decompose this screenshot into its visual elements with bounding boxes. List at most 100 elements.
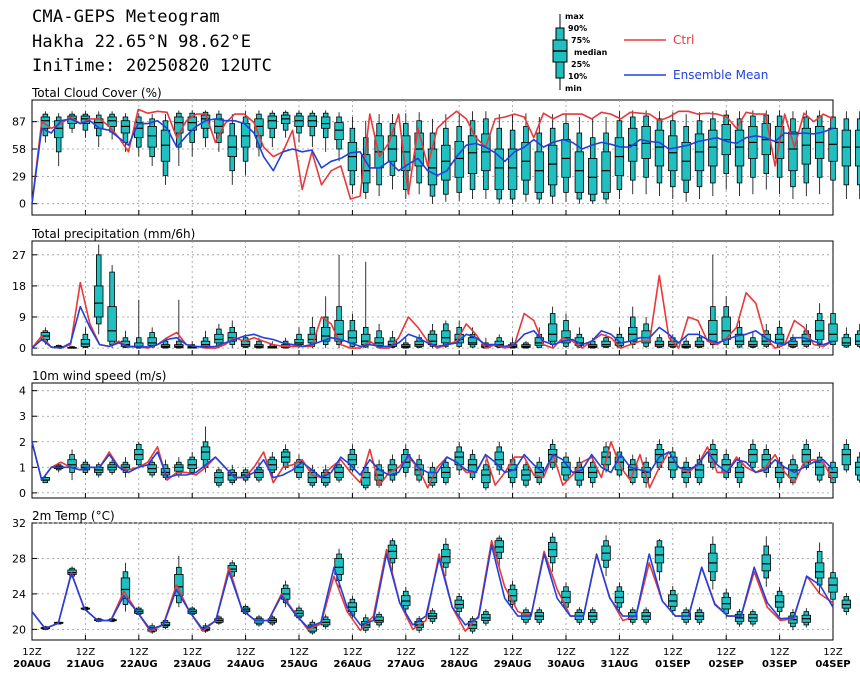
x-tick-label-date: 04SEP <box>815 659 850 670</box>
x-tick-label-hour: 12Z <box>663 647 683 658</box>
mean-series-line <box>31 305 834 349</box>
x-tick-label-hour: 12Z <box>76 647 96 658</box>
x-tick-label-date: 24AUG <box>227 659 265 670</box>
box-inner <box>774 333 785 344</box>
box-inner <box>761 554 771 572</box>
box-inner <box>321 116 331 129</box>
box-inner <box>374 337 384 346</box>
y-tick-label: 20 <box>12 623 26 636</box>
x-tick-label-hour: 12Z <box>610 647 630 658</box>
page-title: CMA-GEPS Meteogram <box>32 7 220 27</box>
legend-p90: 90% <box>568 24 588 33</box>
y-tick-label: 9 <box>19 311 26 324</box>
legend-median: median <box>574 48 608 57</box>
box-inner <box>134 342 144 348</box>
box-inner <box>734 129 745 167</box>
x-tick-label-date: 02SEP <box>709 659 744 670</box>
x-tick-label-hour: 12Z <box>129 647 149 658</box>
x-tick-label-date: 20AUG <box>13 659 51 670</box>
y-tick-label: 87 <box>12 116 26 129</box>
box-inner <box>814 461 825 476</box>
box-inner <box>814 320 825 340</box>
box-inner <box>855 333 860 346</box>
box-inner <box>654 340 665 347</box>
y-tick-label: 28 <box>12 552 26 565</box>
x-tick-label-hour: 12Z <box>823 647 843 658</box>
box-inner <box>574 151 585 193</box>
x-tick-label-hour: 12Z <box>716 647 736 658</box>
box-inner <box>547 323 558 342</box>
x-tick-label-date: 23AUG <box>173 659 211 670</box>
box-inner <box>494 148 504 190</box>
x-tick-label-date: 22AUG <box>120 659 158 670</box>
x-tick-label-hour: 12Z <box>556 647 576 658</box>
box-inner <box>427 148 438 186</box>
panel-title: 2m Temp (°C) <box>32 509 115 523</box>
box-inner <box>441 144 451 181</box>
y-tick-label: 29 <box>12 170 26 183</box>
box-inner <box>174 116 184 134</box>
box-inner <box>334 122 344 140</box>
box-inner <box>841 337 852 346</box>
box-inner <box>601 151 611 193</box>
box-inner <box>708 320 718 342</box>
series-legend-lines <box>624 39 666 76</box>
box-inner <box>80 339 91 347</box>
box-inner <box>654 129 665 167</box>
box-inner <box>214 333 224 344</box>
panel-title: Total Cloud Cover (%) <box>31 86 162 100</box>
box-inner <box>588 158 598 195</box>
x-tick-label-hour: 12Z <box>22 647 42 658</box>
box-inner <box>694 464 705 478</box>
box-inner <box>187 459 197 470</box>
y-tick-label: 1 <box>19 461 26 474</box>
box-inner <box>107 116 117 127</box>
box-inner <box>734 333 745 346</box>
box-inner <box>347 330 358 344</box>
box-inner <box>654 449 665 463</box>
box-inner <box>200 340 211 347</box>
box-inner <box>694 340 705 347</box>
x-tick-label-date: 31AUG <box>601 659 639 670</box>
mean-series-line <box>31 544 834 631</box>
box-inner <box>414 340 424 347</box>
x-tick-label-hour: 12Z <box>770 647 790 658</box>
box-inner <box>227 135 237 157</box>
box-inner <box>547 144 558 186</box>
x-tick-label-date: 30AUG <box>547 659 585 670</box>
box-inner <box>267 115 277 129</box>
box-inner <box>748 449 758 463</box>
box-inner <box>641 125 651 159</box>
legend-min: min <box>565 84 582 93</box>
box-inner <box>828 323 838 342</box>
location-label: Hakha 22.65°N 98.62°E <box>32 32 252 52</box>
box-inner <box>855 129 860 167</box>
box-inner <box>841 449 852 466</box>
box-inner <box>481 469 491 484</box>
box-inner <box>254 469 264 478</box>
mean-series-line <box>31 441 834 481</box>
legend-ensemble-mean: Ensemble Mean <box>673 68 769 82</box>
box-inner <box>200 446 211 461</box>
box-inner <box>240 340 251 347</box>
box-inner <box>788 340 798 347</box>
box-inner <box>441 330 451 344</box>
x-tick-label-date: 28AUG <box>440 659 478 670</box>
box-inner <box>227 472 237 481</box>
legend-p25: 25% <box>571 60 591 69</box>
box-legend-icon <box>552 14 568 90</box>
legend-max: max <box>565 12 584 21</box>
panel-title: Total precipitation (mm/6h) <box>31 227 195 241</box>
x-tick-label-date: 25AUG <box>280 659 318 670</box>
legend: max 90% 75% median 25% 10% min Ctrl Ense… <box>540 10 860 94</box>
box-inner <box>107 306 117 342</box>
box-inner <box>467 337 478 346</box>
y-tick-label: 32 <box>12 517 26 530</box>
box-inner <box>814 562 825 579</box>
x-tick-label-hour: 12Z <box>236 647 256 658</box>
box-inner <box>160 621 171 627</box>
legend-ctrl: Ctrl <box>673 33 695 47</box>
box-inner <box>294 339 304 346</box>
box-inner <box>467 135 478 174</box>
box-inner <box>94 285 104 318</box>
